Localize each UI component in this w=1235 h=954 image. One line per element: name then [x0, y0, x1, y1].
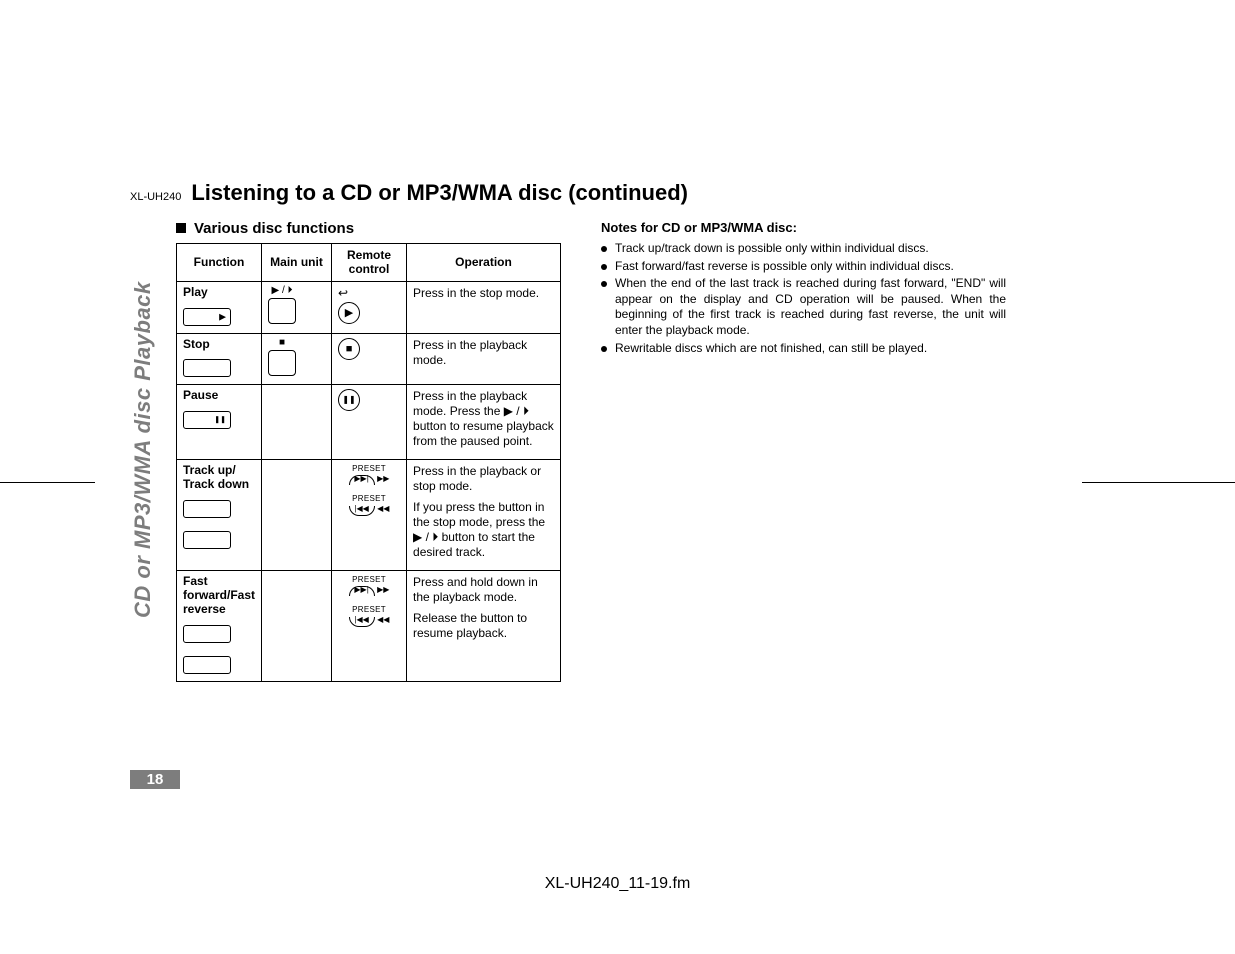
label-track: Track up/ Track down — [183, 464, 255, 492]
label-play: Play — [183, 286, 255, 300]
rc-stop-icon: ■ — [338, 338, 360, 360]
cell-ff-main — [262, 571, 332, 681]
cell-track-op: Press in the playback or stop mode. If y… — [407, 460, 561, 571]
cell-track-rc: PRESET ▶▶| ▶▶ PRESET |◀◀ ◀◀ — [332, 460, 407, 571]
fr-button-icon — [183, 656, 231, 674]
row-track: Track up/ Track down PRESET ▶▶| ▶▶ — [177, 460, 561, 571]
cell-ff-rc: PRESET ▶▶| ▶▶ PRESET |◀◀ ◀◀ — [332, 571, 407, 681]
op-track-1: Press in the playback or stop mode. — [413, 464, 554, 494]
cell-stop-main: ■ — [262, 333, 332, 385]
cell-pause-op: Press in the playback mode. Press the ▶ … — [407, 385, 561, 460]
repeat-icon: ↩ — [338, 286, 400, 300]
play-button-icon: ▶ — [183, 308, 231, 326]
cell-ff-fn: Fast forward/Fast reverse — [177, 571, 262, 681]
op-stop: Press in the playback mode. — [413, 338, 554, 368]
note-item: Track up/track down is possible only wit… — [601, 241, 1006, 257]
cell-play-fn: Play ▶ — [177, 281, 262, 333]
cell-track-fn: Track up/ Track down — [177, 460, 262, 571]
crop-mark-left — [0, 482, 95, 483]
th-main: Main unit — [262, 244, 332, 282]
rc-pause-icon: ❚❚ — [338, 389, 360, 411]
section-heading: Various disc functions — [176, 220, 561, 237]
model-tag: XL-UH240 — [130, 191, 181, 203]
left-column: Various disc functions Function Main uni… — [176, 220, 561, 682]
rc-ff-icon: PRESET ▶▶| ▶▶ PRESET |◀◀ ◀◀ — [338, 575, 400, 626]
heading-row: XL-UH240 Listening to a CD or MP3/WMA di… — [130, 180, 1080, 206]
cell-play-main: ▶ / ⏵ — [262, 281, 332, 333]
notes-list: Track up/track down is possible only wit… — [601, 241, 1006, 356]
section-side-tab: CD or MP3/WMA disc Playback — [130, 280, 156, 620]
main-stop-icon: ■ — [268, 338, 296, 376]
cell-ff-op: Press and hold down in the playback mode… — [407, 571, 561, 681]
cell-track-main — [262, 460, 332, 571]
cell-pause-fn: Pause ❚❚ — [177, 385, 262, 460]
row-stop: Stop ■ ■ Press i — [177, 333, 561, 385]
label-stop: Stop — [183, 338, 255, 352]
table-header-row: Function Main unit Remote control Operat… — [177, 244, 561, 282]
cell-pause-main — [262, 385, 332, 460]
footer-filename: XL-UH240_11-19.fm — [0, 875, 1235, 893]
cell-stop-rc: ■ — [332, 333, 407, 385]
rc-play-icon: ▶ — [338, 302, 360, 324]
label-pause: Pause — [183, 389, 255, 403]
cell-pause-rc: ❚❚ — [332, 385, 407, 460]
cell-play-rc: ↩ ▶ — [332, 281, 407, 333]
op-ff-1: Press and hold down in the playback mode… — [413, 575, 554, 605]
track-up-button-icon — [183, 500, 231, 518]
th-remote: Remote control — [332, 244, 407, 282]
th-function: Function — [177, 244, 262, 282]
notes-title: Notes for CD or MP3/WMA disc: — [601, 220, 1006, 235]
cell-stop-fn: Stop — [177, 333, 262, 385]
th-operation: Operation — [407, 244, 561, 282]
row-ff: Fast forward/Fast reverse PRESET ▶▶| ▶▶ — [177, 571, 561, 681]
note-item: Rewritable discs which are not finished,… — [601, 341, 1006, 357]
cell-stop-op: Press in the playback mode. — [407, 333, 561, 385]
functions-table: Function Main unit Remote control Operat… — [176, 243, 561, 682]
page-content: XL-UH240 Listening to a CD or MP3/WMA di… — [130, 180, 1080, 682]
rc-track-icon: PRESET ▶▶| ▶▶ PRESET |◀◀ ◀◀ — [338, 464, 400, 515]
page-number: 18 — [130, 770, 180, 789]
right-column: Notes for CD or MP3/WMA disc: Track up/t… — [601, 220, 1006, 358]
op-pause: Press in the playback mode. Press the ▶ … — [413, 389, 554, 449]
crop-mark-right — [1082, 482, 1235, 483]
note-item: Fast forward/fast reverse is possible on… — [601, 259, 1006, 275]
ff-button-icon — [183, 625, 231, 643]
page-title: Listening to a CD or MP3/WMA disc (conti… — [191, 180, 688, 206]
track-down-button-icon — [183, 531, 231, 549]
stop-button-icon — [183, 359, 231, 377]
label-ff: Fast forward/Fast reverse — [183, 575, 255, 616]
pause-button-icon: ❚❚ — [183, 411, 231, 429]
cell-play-op: Press in the stop mode. — [407, 281, 561, 333]
body-columns: CD or MP3/WMA disc Playback Various disc… — [130, 220, 1080, 682]
row-pause: Pause ❚❚ ❚❚ Press in the playback mode. … — [177, 385, 561, 460]
note-item: When the end of the last track is reache… — [601, 276, 1006, 338]
row-play: Play ▶ ▶ / ⏵ ↩ ▶ — [177, 281, 561, 333]
op-ff-2: Release the button to resume playback. — [413, 611, 554, 641]
op-track-2: If you press the button in the stop mode… — [413, 500, 554, 560]
op-play: Press in the stop mode. — [413, 286, 554, 301]
main-play-icon: ▶ / ⏵ — [268, 286, 296, 324]
